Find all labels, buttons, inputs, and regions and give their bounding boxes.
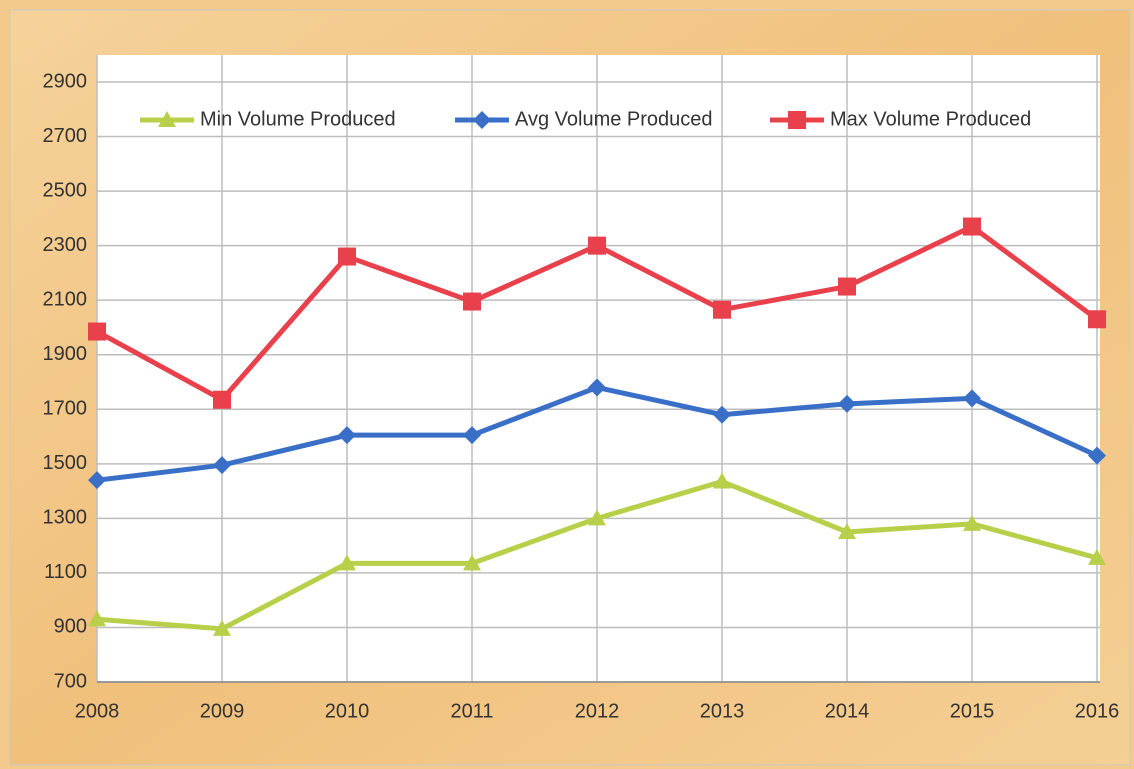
marker (713, 405, 731, 424)
x-tick-label: 2009 (200, 700, 245, 722)
marker (1088, 548, 1106, 565)
y-tick-label: 2500 (43, 179, 88, 201)
marker (588, 509, 606, 526)
x-tick-label: 2008 (75, 700, 120, 722)
x-tick-label: 2011 (450, 700, 493, 722)
y-tick-label: 1700 (43, 398, 88, 420)
marker (963, 514, 981, 531)
marker (963, 389, 981, 408)
y-tick-label: 1300 (43, 507, 88, 529)
x-tick-label: 2014 (825, 700, 870, 722)
marker (213, 619, 231, 636)
x-tick-label: 2010 (325, 700, 370, 722)
x-tick-label: 2012 (575, 700, 620, 722)
marker (588, 236, 606, 255)
marker (473, 111, 491, 129)
marker (588, 378, 606, 397)
y-tick-label: 2300 (43, 234, 88, 256)
marker (838, 277, 856, 296)
x-tick-label: 2013 (700, 700, 745, 722)
legend-label: Min Volume Produced (200, 108, 396, 130)
marker (838, 394, 856, 413)
legend-label: Max Volume Produced (830, 108, 1031, 130)
marker (463, 554, 481, 571)
marker (1088, 446, 1106, 465)
y-tick-label: 2900 (43, 70, 88, 92)
y-tick-label: 1900 (43, 343, 88, 365)
marker (338, 554, 356, 571)
marker (213, 456, 231, 475)
marker (713, 472, 731, 489)
marker (838, 523, 856, 539)
marker (1088, 310, 1106, 329)
marker (158, 111, 176, 127)
x-tick-label: 2016 (1075, 700, 1120, 722)
y-tick-label: 1100 (44, 561, 87, 583)
marker (338, 426, 356, 445)
marker (338, 247, 356, 266)
marker (88, 322, 106, 341)
x-tick-label: 2015 (950, 700, 995, 722)
marker (88, 610, 106, 627)
legend-label: Avg Volume Produced (515, 108, 713, 130)
marker (213, 390, 231, 409)
y-tick-label: 2100 (43, 288, 88, 310)
plot-area (97, 55, 1100, 682)
y-tick-label: 700 (54, 670, 87, 692)
y-tick-label: 900 (54, 616, 87, 638)
y-tick-label: 1500 (43, 452, 88, 474)
marker (463, 426, 481, 445)
marker (963, 217, 981, 236)
marker (788, 111, 806, 129)
y-tick-label: 2700 (43, 125, 88, 147)
marker (88, 471, 106, 490)
marker (713, 300, 731, 319)
marker (463, 292, 481, 311)
